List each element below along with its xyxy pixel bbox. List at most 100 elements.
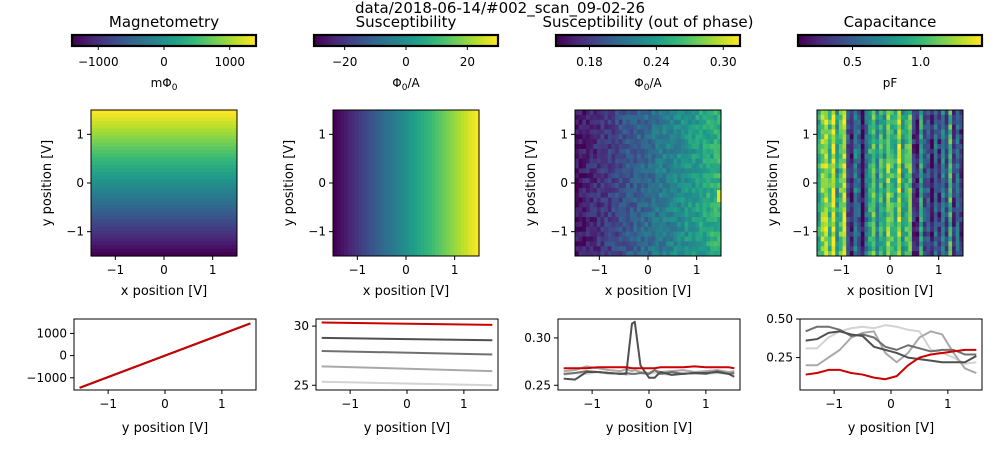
- heatmap-cell: [904, 241, 909, 247]
- heatmap-cell: [717, 221, 722, 228]
- heatmap-cell: [897, 187, 902, 194]
- heatmap-cell: [677, 119, 682, 126]
- heatmap-cell: [904, 251, 909, 257]
- heatmap-cell: [868, 241, 873, 247]
- heatmap-cell: [875, 187, 880, 194]
- heatmap-cell: [644, 134, 649, 140]
- colorbar-segment: [905, 35, 909, 46]
- heatmap-cell: [824, 153, 829, 160]
- heatmap-cell: [849, 129, 854, 135]
- heatmap-cell: [838, 178, 844, 184]
- colorbar-segment: [93, 35, 98, 46]
- heatmap-cell: [860, 139, 865, 145]
- heatmap-cell: [648, 246, 653, 252]
- heatmap-cell: [680, 241, 685, 247]
- colorbar-segment: [390, 35, 395, 46]
- heatmap-cell: [937, 197, 942, 203]
- heatmap-cell: [952, 163, 957, 169]
- colorbar-segment: [914, 35, 919, 46]
- heatmap-cell: [824, 168, 829, 174]
- heatmap-cell: [864, 129, 869, 135]
- heatmap-cell: [589, 168, 594, 174]
- heatmap-cell: [827, 148, 833, 155]
- heatmap-cell: [886, 134, 891, 140]
- colorbar-segment: [617, 35, 621, 46]
- heatmap-cell: [864, 231, 869, 238]
- heatmap-cell: [835, 173, 840, 179]
- heatmap-cell: [717, 134, 722, 140]
- x-axis-label: y position [V]: [848, 421, 935, 436]
- heatmap-cell: [853, 134, 858, 140]
- heatmap-cell: [662, 212, 667, 218]
- colorbar-segment: [562, 35, 566, 46]
- heatmap-cell: [578, 153, 583, 160]
- heatmap-cell: [831, 124, 836, 130]
- heatmap-cell: [900, 119, 906, 126]
- heatmap-cell: [919, 114, 924, 121]
- heatmap-cell: [911, 163, 917, 169]
- heatmap-cell: [333, 110, 338, 256]
- heatmap-cell: [937, 236, 942, 242]
- heatmap-cell: [611, 163, 616, 169]
- heatmap-cell: [853, 187, 858, 194]
- heatmap-cell: [882, 158, 887, 165]
- heatmap-cell: [677, 129, 682, 135]
- heatmap-cell: [666, 192, 671, 199]
- heatmap-cell: [944, 202, 949, 208]
- heatmap-cell: [864, 153, 869, 160]
- heatmap-cell: [673, 158, 678, 165]
- heatmap-cell: [629, 158, 634, 165]
- heatmap-cell: [835, 178, 840, 184]
- heatmap-cell: [626, 217, 631, 223]
- colorbar-segment: [592, 35, 597, 46]
- heatmap-cell: [706, 221, 711, 228]
- heatmap-cell: [717, 207, 722, 213]
- colorbar-segment: [421, 35, 425, 46]
- heatmap-cell: [897, 153, 902, 160]
- heatmap-cell: [860, 124, 865, 130]
- heatmap-cell: [626, 110, 631, 116]
- heatmap-cell: [893, 221, 898, 228]
- heatmap-cell: [648, 134, 653, 140]
- heatmap-cell: [706, 251, 711, 257]
- colorbar-segment: [78, 35, 82, 46]
- colorbar-segment: [614, 35, 618, 46]
- heatmap-cell: [959, 187, 964, 194]
- heatmap-cell: [655, 168, 660, 174]
- heatmap-cell: [582, 139, 587, 145]
- heatmap-cell: [871, 246, 876, 252]
- heatmap-cell: [864, 119, 869, 126]
- heatmap-cell: [658, 168, 664, 174]
- heatmap-cell: [669, 236, 675, 242]
- heatmap-cell: [948, 236, 953, 242]
- heatmap-cell: [944, 251, 949, 257]
- heatmap-cell: [626, 124, 631, 130]
- heatmap-cell: [688, 212, 693, 218]
- heatmap-cell: [589, 183, 594, 189]
- colorbar-segment: [810, 35, 814, 46]
- heatmap-cell: [948, 148, 953, 155]
- heatmap-cell: [607, 129, 612, 135]
- heatmap-cell: [933, 212, 938, 218]
- heatmap-cell: [666, 163, 671, 169]
- heatmap-cell: [640, 202, 645, 208]
- colorbar-segment: [969, 35, 974, 46]
- heatmap-cell: [662, 129, 667, 135]
- heatmap-cell: [713, 124, 718, 130]
- heatmap-cell: [666, 124, 671, 130]
- heatmap-cell: [629, 183, 634, 189]
- heatmap-cell: [717, 183, 722, 189]
- heatmap-cell: [596, 124, 602, 130]
- heatmap-cell: [875, 202, 880, 208]
- heatmap-cell: [930, 178, 935, 184]
- panel-title: Magnetometry: [109, 13, 219, 31]
- heatmap-cell: [717, 163, 722, 169]
- heatmap-cell: [864, 236, 869, 242]
- colorbar-segment: [706, 35, 710, 46]
- heatmap-cell: [900, 197, 906, 203]
- colorbar-segment: [231, 35, 236, 46]
- heatmap-cell: [897, 110, 902, 116]
- heatmap-cell: [857, 124, 862, 130]
- heatmap-cell: [893, 231, 898, 238]
- heatmap-cell: [651, 226, 656, 233]
